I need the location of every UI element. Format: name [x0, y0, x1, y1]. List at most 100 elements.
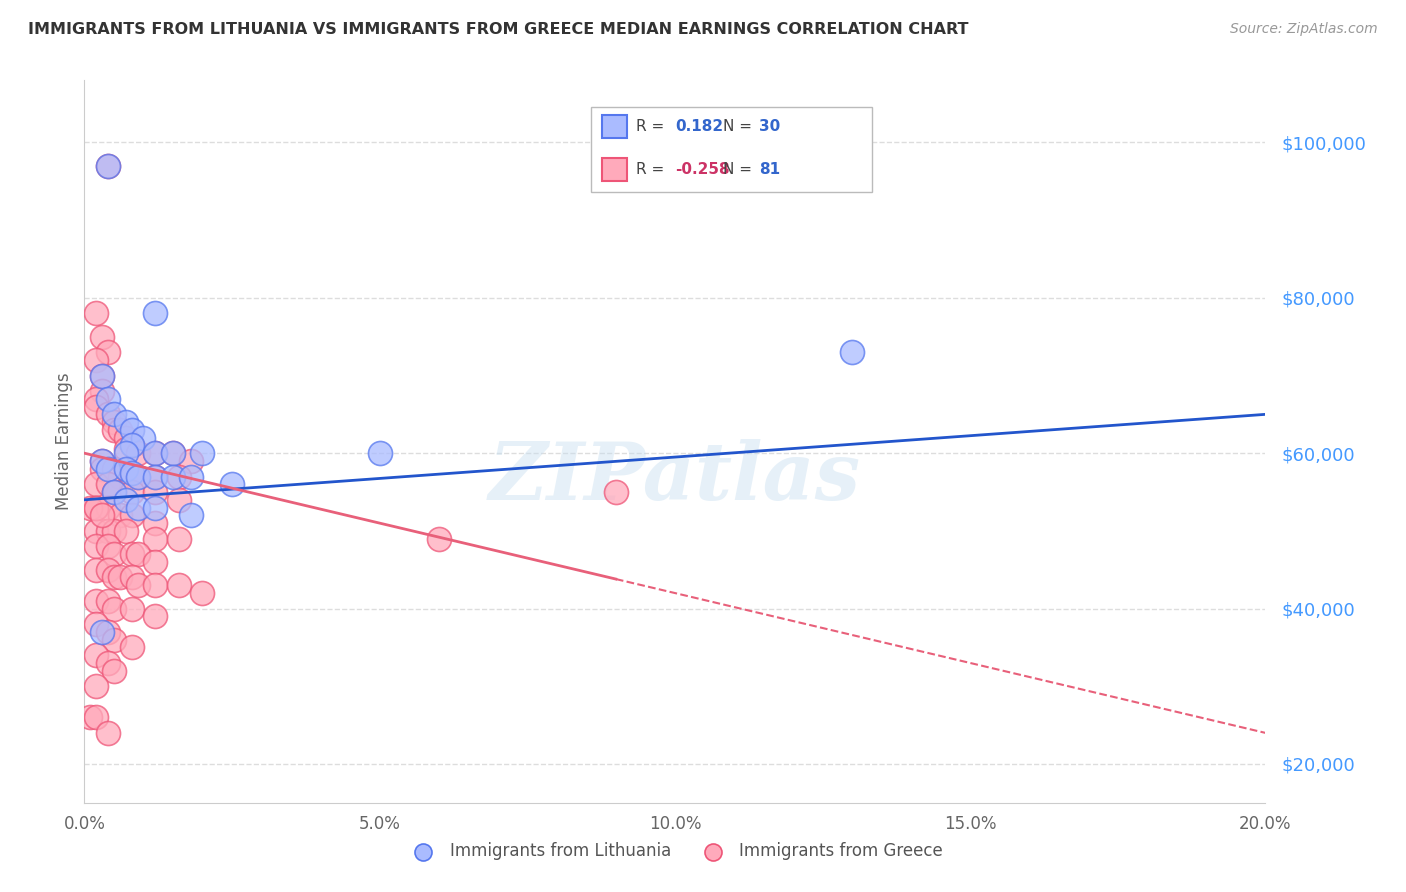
- Text: Source: ZipAtlas.com: Source: ZipAtlas.com: [1230, 22, 1378, 37]
- Point: [127, 578, 149, 592]
- Point: [91, 454, 114, 468]
- Point: [97, 392, 120, 406]
- Point: [97, 624, 120, 639]
- Point: [127, 469, 149, 483]
- Legend: Immigrants from Lithuania, Immigrants from Greece: Immigrants from Lithuania, Immigrants fr…: [399, 836, 950, 867]
- Point: [162, 446, 184, 460]
- Text: 81: 81: [759, 162, 780, 177]
- Point: [143, 578, 166, 592]
- Point: [103, 570, 125, 584]
- Point: [162, 469, 184, 483]
- Point: [97, 594, 120, 608]
- Point: [191, 446, 214, 460]
- Point: [108, 469, 131, 483]
- Point: [84, 400, 107, 414]
- Point: [79, 710, 101, 724]
- Point: [97, 159, 120, 173]
- Point: [84, 524, 107, 538]
- Point: [427, 532, 450, 546]
- Point: [97, 563, 120, 577]
- Point: [162, 446, 184, 460]
- Point: [97, 345, 120, 359]
- Point: [91, 454, 114, 468]
- Point: [143, 446, 166, 460]
- Point: [114, 524, 136, 538]
- Point: [167, 578, 190, 592]
- Y-axis label: Median Earnings: Median Earnings: [55, 373, 73, 510]
- Point: [84, 540, 107, 554]
- Point: [97, 726, 120, 740]
- Point: [143, 516, 166, 530]
- Point: [114, 431, 136, 445]
- Point: [167, 492, 190, 507]
- Point: [121, 640, 143, 655]
- Point: [114, 446, 136, 460]
- Point: [91, 329, 114, 343]
- Point: [91, 624, 114, 639]
- Point: [180, 454, 202, 468]
- Point: [605, 485, 627, 500]
- Point: [127, 446, 149, 460]
- Point: [143, 446, 166, 460]
- Point: [121, 570, 143, 584]
- Point: [127, 469, 149, 483]
- Point: [91, 461, 114, 475]
- Point: [180, 508, 202, 523]
- Point: [84, 306, 107, 320]
- Point: [103, 408, 125, 422]
- Point: [143, 555, 166, 569]
- Point: [103, 485, 125, 500]
- Point: [121, 508, 143, 523]
- Text: ZIPatlas: ZIPatlas: [489, 439, 860, 516]
- Text: IMMIGRANTS FROM LITHUANIA VS IMMIGRANTS FROM GREECE MEDIAN EARNINGS CORRELATION : IMMIGRANTS FROM LITHUANIA VS IMMIGRANTS …: [28, 22, 969, 37]
- Point: [97, 500, 120, 515]
- Point: [84, 500, 107, 515]
- Point: [121, 601, 143, 615]
- Point: [114, 415, 136, 429]
- Point: [84, 500, 107, 515]
- Point: [97, 524, 120, 538]
- Point: [114, 461, 136, 475]
- Point: [167, 469, 190, 483]
- Point: [143, 532, 166, 546]
- Point: [143, 469, 166, 483]
- Point: [127, 500, 149, 515]
- Point: [121, 466, 143, 480]
- Point: [91, 368, 114, 383]
- Point: [103, 547, 125, 561]
- Point: [108, 508, 131, 523]
- Point: [368, 446, 391, 460]
- Point: [121, 469, 143, 483]
- Point: [84, 648, 107, 663]
- Point: [143, 306, 166, 320]
- Point: [121, 485, 143, 500]
- Point: [91, 368, 114, 383]
- Point: [143, 609, 166, 624]
- Text: R =: R =: [636, 162, 669, 177]
- Point: [84, 392, 107, 406]
- Point: [143, 485, 166, 500]
- Point: [79, 500, 101, 515]
- Point: [103, 461, 125, 475]
- Point: [121, 547, 143, 561]
- Point: [221, 477, 243, 491]
- Point: [132, 431, 155, 445]
- Point: [97, 540, 120, 554]
- Point: [108, 423, 131, 437]
- Point: [97, 656, 120, 670]
- Point: [91, 508, 114, 523]
- Text: R =: R =: [636, 120, 669, 134]
- Point: [143, 469, 166, 483]
- Point: [103, 601, 125, 615]
- Point: [84, 617, 107, 632]
- Point: [114, 492, 136, 507]
- Point: [84, 353, 107, 368]
- Text: 0.182: 0.182: [675, 120, 723, 134]
- Point: [103, 664, 125, 678]
- Point: [127, 547, 149, 561]
- Text: 30: 30: [759, 120, 780, 134]
- Point: [97, 159, 120, 173]
- Point: [121, 438, 143, 452]
- Text: N =: N =: [723, 162, 756, 177]
- Point: [841, 345, 863, 359]
